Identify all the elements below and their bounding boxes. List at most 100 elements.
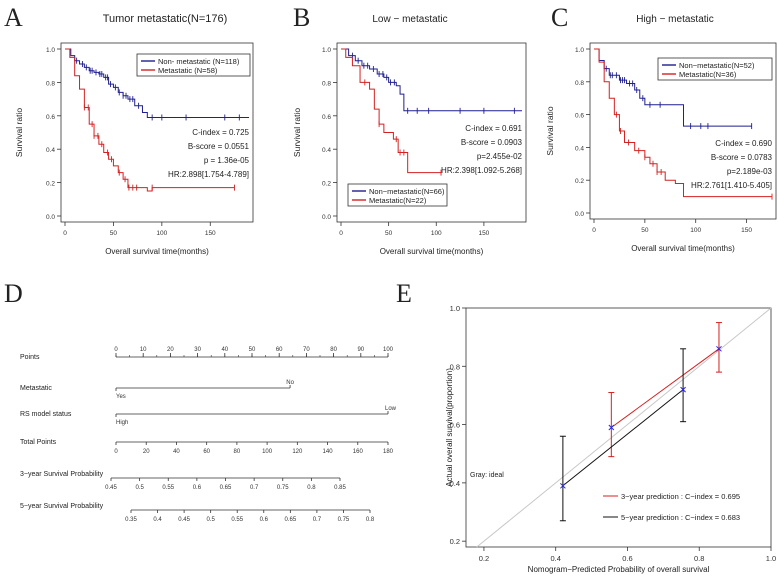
calibration-ideal-line [476,307,772,548]
panel-a-y-tick-label: 0.0 [46,214,55,221]
panel-a-legend-label: Metastatic (N=58) [158,66,218,75]
panel-a-km-curve-non-metastatic [65,48,249,118]
panel-c-x-tick-label: 50 [641,227,649,234]
panel-b-legend-box [347,183,448,207]
panel-c-x-axis-label: Overall survival time(months) [631,244,735,253]
nomogram-5yr-tick-label: 0.8 [366,517,375,523]
calibration-plot-frame [465,307,772,548]
panel-a-km-curve-metastatic [65,48,235,192]
calibration-5yr-point [560,482,566,489]
panel-a-stat-annotation: B-score = 0.0551 [188,142,250,151]
panel-a-y-tick-label: 0.6 [46,114,55,121]
nomogram-total-points-tick-label: 180 [383,449,394,455]
nomogram-3yr-tick-label: 0.7 [250,485,259,491]
panel-b-y-tick-label: 1.0 [322,47,331,54]
calibration-x-tick-label: 0.6 [622,554,632,563]
nomogram-points-tick-label: 50 [249,347,256,353]
panel-c-y-tick-label: 0.4 [575,145,584,152]
nomogram-level-label: No [286,380,294,386]
panel-a-x-axis-label: Overall survival time(months) [105,247,209,256]
panel-b-y-axis-label: Survival ratio [292,108,302,157]
panel-c-title: High − metastatic [636,14,714,25]
panel-c-stat-annotation: HR:2.761[1.410-5.405] [691,181,772,190]
panel-c-y-tick-label: 0.2 [575,178,584,185]
panel-b-km-curve-non-metastatic [341,48,522,112]
panel-c-stat-annotation: B-score = 0.0783 [711,153,773,162]
panel-c-legend-label: Non−metastatic(N=52) [679,61,755,70]
panel-a-y-tick-label: 0.4 [46,147,55,154]
nomogram-points-tick-label: 90 [357,347,364,353]
nomogram-3yr-tick-label: 0.85 [334,485,346,491]
panel-a-x-tick-label: 50 [110,230,118,237]
calibration-legend-label: 3−year prediction : C−index = 0.695 [621,492,740,501]
panel-a-plot-frame [60,42,254,223]
panel-b-x-tick-label: 50 [385,230,393,237]
nomogram-total-points-tick-label: 0 [114,449,118,455]
nomogram-total-points-tick-label: 60 [203,449,210,455]
nomogram-5yr-tick-label: 0.75 [338,517,350,523]
panel-b-legend-label: Non−metastatic(N=66) [369,187,445,196]
calibration-gray-ideal-label: Gray: ideal [470,472,504,479]
nomogram-5yr-tick-label: 0.45 [178,517,190,523]
nomogram-row-label: Metastatic [20,385,52,392]
panel-b-y-tick-label: 0.0 [322,214,331,221]
panel-c-stat-annotation: p=2.189e-03 [727,167,773,176]
nomogram-row-label: Points [20,354,40,361]
panel-a-stat-annotation: p = 1.36e-05 [204,156,250,165]
calibration-x-tick-label: 0.4 [550,554,560,563]
panel-c-x-tick-label: 0 [592,227,596,234]
panel-b-km-plot: 0.0 0.2 0.4 0.6 0.8 1.0 0 50 100 150 Overall survi… [292,42,527,256]
nomogram-total-points-tick-label: 140 [323,449,334,455]
calibration-y-axis-label: Actual overall survival(proportion) [445,368,454,487]
nomogram-5yr-tick-label: 0.35 [125,517,137,523]
panel-c-x-tick-label: 150 [741,227,752,234]
nomogram-total-points-tick-label: 20 [143,449,150,455]
nomogram-total-points-tick-label: 120 [292,449,303,455]
nomogram-row-label: Total Points [20,439,57,446]
calibration-5yr-line [562,389,684,487]
calibration-x-tick-label: 0.8 [694,554,704,563]
calibration-3yr-point [716,345,722,352]
nomogram-points-tick-label: 40 [221,347,228,353]
panel-b-plot-frame [336,42,527,223]
panel-d-nomogram: Points 0 10 20 30 40 50 60 70 80 90 100 Metastatic Ye… [20,347,397,523]
nomogram-points-tick-label: 70 [303,347,310,353]
panel-c-y-tick-label: 0.6 [575,113,584,120]
panel-letter-c: C [551,3,568,32]
panel-c-y-axis-label: Survival ratio [545,106,555,155]
nomogram-3yr-tick-label: 0.75 [277,485,289,491]
panel-b-legend-label: Metastatic(N=22) [369,196,427,205]
panel-b-stat-annotation: C-index = 0.691 [465,124,522,133]
nomogram-total-points-tick-label: 80 [234,449,241,455]
nomogram-5yr-tick-label: 0.5 [206,517,215,523]
calibration-x-axis-label: Nomogram−Predicted Probability of overal… [528,565,710,574]
panel-letter-d: D [4,279,23,308]
panel-e-calibration-plot: 0.2 0.4 0.6 0.8 1.0 0.2 0.4 0.6 0.8 1.0 Nomogram−P… [445,304,776,574]
panel-b-y-tick-label: 0.4 [322,147,331,154]
panel-a-y-tick-label: 0.2 [46,181,55,188]
panel-c-legend-label: Metastatic(N=36) [679,70,737,79]
nomogram-row-label: 3−year Survival Probability [20,471,104,478]
panel-b-stat-annotation: HR:2.398[1.092-5.268] [441,166,522,175]
nomogram-points-tick-label: 20 [167,347,174,353]
panel-b-y-tick-label: 0.2 [322,181,331,188]
panel-c-y-tick-label: 0.8 [575,80,584,87]
panel-c-stat-annotation: C-index = 0.690 [715,139,772,148]
calibration-y-tick-label: 0.8 [450,362,460,371]
nomogram-points-tick-label: 60 [276,347,283,353]
panel-c-legend-box [657,57,773,81]
panel-a-y-axis-label: Survival ratio [14,108,24,157]
nomogram-points-tick-label: 100 [383,347,394,353]
nomogram-5yr-tick-label: 0.6 [260,517,269,523]
nomogram-row-label: RS model status [20,411,72,418]
calibration-x-tick-label: 0.2 [479,554,489,563]
nomogram-5yr-tick-label: 0.4 [153,517,162,523]
nomogram-3yr-tick-label: 0.65 [220,485,232,491]
panel-a-x-tick-label: 0 [63,230,67,237]
panel-b-x-tick-label: 0 [339,230,343,237]
panel-letter-a: A [4,3,23,32]
panel-a-y-tick-label: 1.0 [46,47,55,54]
calibration-3yr-point [608,424,615,431]
nomogram-total-points-tick-label: 160 [353,449,364,455]
panel-a-stat-annotation: C-index = 0.725 [192,128,249,137]
